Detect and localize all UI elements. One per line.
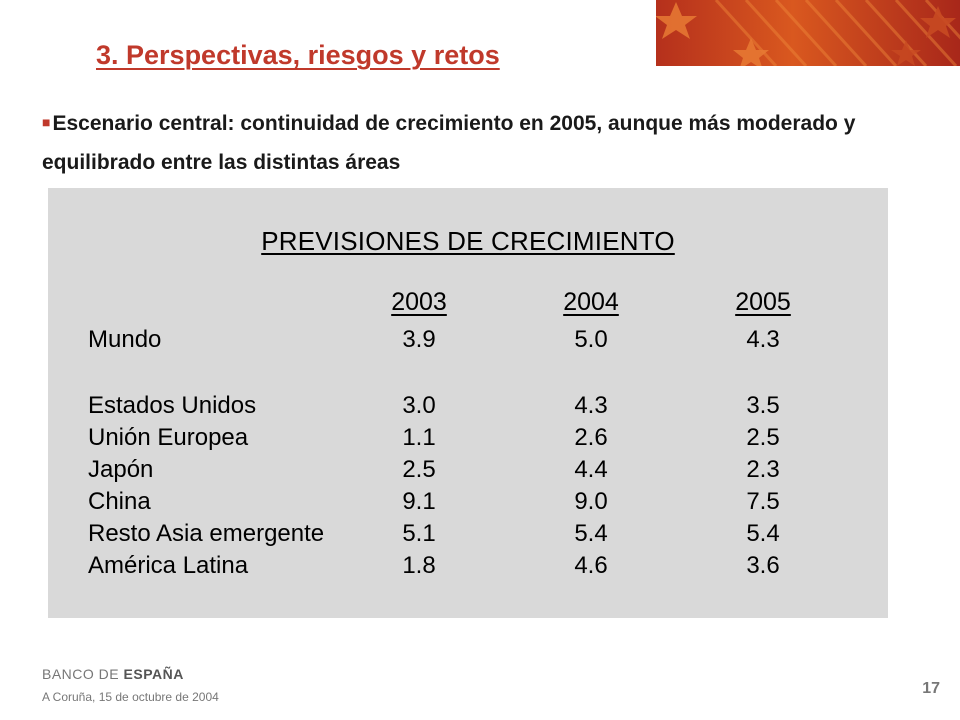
cell-value: 5.1 [402, 520, 436, 547]
footer-date: A Coruña, 15 de octubre de 2004 [42, 690, 219, 704]
cell-value: 3.5 [746, 392, 780, 419]
cell-value: 5.4 [746, 520, 780, 547]
cell-value: 9.0 [574, 488, 608, 515]
forecast-table-panel: PREVISIONES DE CRECIMIENTO 2003 2004 200… [48, 188, 888, 618]
table-row: Unión Europea 1.1 2.6 2.5 [48, 424, 888, 454]
cell-value: 3.0 [402, 392, 436, 419]
column-header-2003: 2003 [391, 288, 447, 316]
slide-title: 3. Perspectivas, riesgos y retos [96, 40, 500, 70]
bullet-point: ■Escenario central: continuidad de creci… [42, 105, 922, 182]
row-label: Resto Asia emergente [88, 520, 325, 547]
logo-text-part2: ESPAÑA [123, 666, 184, 682]
cell-value: 1.1 [402, 424, 436, 451]
row-label: Estados Unidos [88, 392, 257, 419]
flag-stars-icon [656, 0, 960, 66]
cell-value: 5.0 [574, 326, 608, 353]
bullet-text: Escenario central: continuidad de crecim… [42, 112, 856, 174]
cell-value: 3.9 [402, 326, 436, 353]
table-row: Japón 2.5 4.4 2.3 [48, 456, 888, 486]
cell-value: 2.5 [746, 424, 780, 451]
cell-value: 5.4 [574, 520, 608, 547]
cell-value: 2.3 [746, 456, 780, 483]
cell-value: 3.6 [746, 552, 780, 579]
cell-value: 4.4 [574, 456, 608, 483]
cell-value: 9.1 [402, 488, 436, 515]
corner-flag-artwork [656, 0, 960, 66]
logo-text-part1: BANCO DE [42, 666, 124, 682]
table-row: China 9.1 9.0 7.5 [48, 488, 888, 518]
cell-value: 7.5 [746, 488, 780, 515]
banco-de-espana-logo: BANCO DE ESPAÑA [42, 666, 184, 682]
column-header-2004: 2004 [563, 288, 619, 316]
column-header-2005: 2005 [735, 288, 791, 316]
cell-value: 4.6 [574, 552, 608, 579]
cell-value: 1.8 [402, 552, 436, 579]
table-row: América Latina 1.8 4.6 3.6 [48, 552, 888, 582]
row-label: Mundo [88, 326, 162, 353]
cell-value: 4.3 [574, 392, 608, 419]
cell-value: 2.5 [402, 456, 436, 483]
table-row: Mundo 3.9 5.0 4.3 [48, 326, 888, 356]
table-row: Estados Unidos 3.0 4.3 3.5 [48, 392, 888, 422]
cell-value: 2.6 [574, 424, 608, 451]
table-row: Resto Asia emergente 5.1 5.4 5.4 [48, 520, 888, 550]
square-bullet-icon: ■ [42, 114, 51, 130]
table-title: PREVISIONES DE CRECIMIENTO [261, 226, 675, 256]
row-label: Unión Europea [88, 424, 249, 451]
page-number: 17 [922, 680, 940, 697]
row-label: China [88, 488, 151, 515]
cell-value: 4.3 [746, 326, 780, 353]
row-label: Japón [88, 456, 154, 483]
row-label: América Latina [88, 552, 249, 579]
